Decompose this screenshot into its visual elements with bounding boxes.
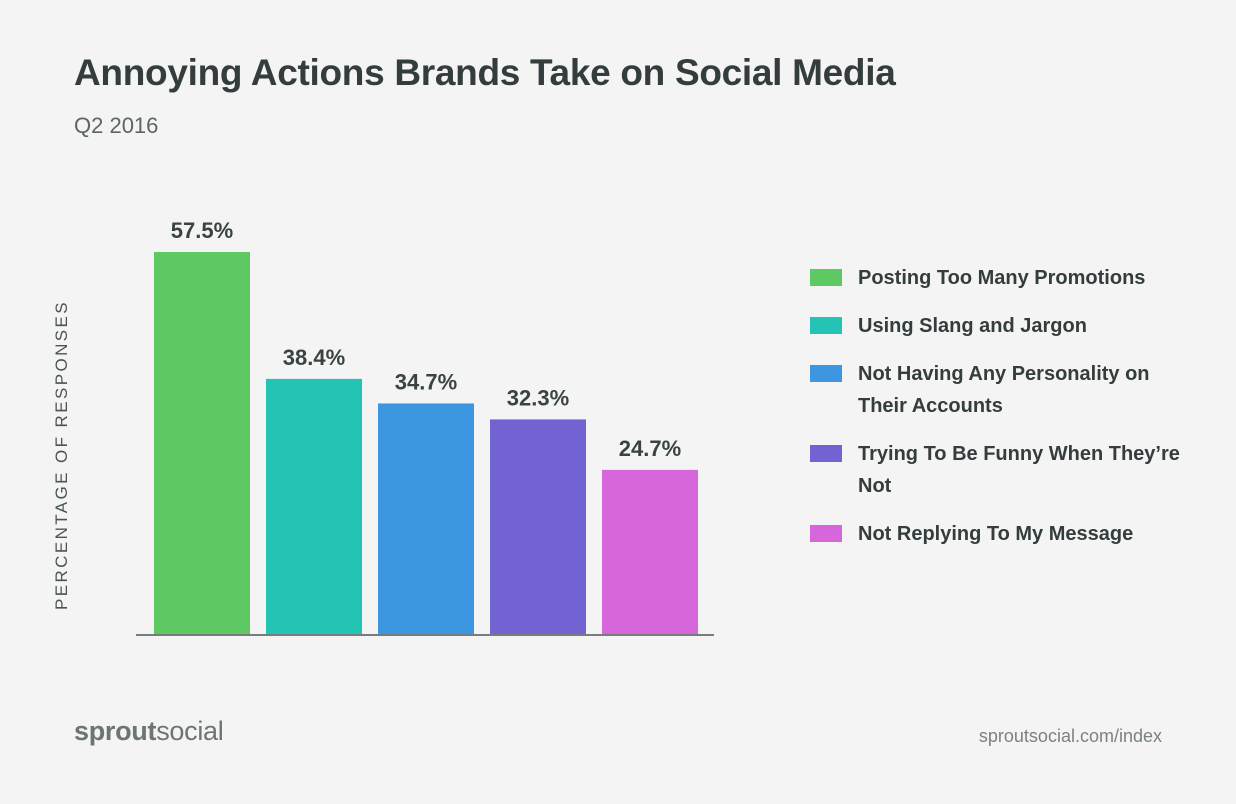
value-label-1: 57.5% bbox=[171, 218, 233, 243]
bars-group bbox=[154, 252, 698, 634]
value-label-3: 34.7% bbox=[395, 369, 457, 394]
legend-item-4: Trying To Be Funny When They’re Not bbox=[810, 438, 1190, 502]
chart-subtitle: Q2 2016 bbox=[74, 113, 159, 138]
brand-bold-text: sprout bbox=[74, 716, 157, 746]
legend: Posting Too Many Promotions Using Slang a… bbox=[810, 262, 1190, 566]
bar-chart: 57.5% 38.4% 34.7% 32.3% 24.7% bbox=[136, 218, 714, 636]
bar-1 bbox=[154, 252, 250, 634]
legend-item-5: Not Replying To My Message bbox=[810, 518, 1190, 550]
value-labels-group: 57.5% 38.4% 34.7% 32.3% 24.7% bbox=[171, 218, 681, 461]
legend-item-2: Using Slang and Jargon bbox=[810, 310, 1190, 342]
legend-label-1: Posting Too Many Promotions bbox=[858, 267, 1146, 289]
legend-swatch-1 bbox=[810, 269, 842, 286]
legend-label-3: Not Having Any Personality on Their Acco… bbox=[858, 363, 1150, 417]
value-label-2: 38.4% bbox=[283, 345, 345, 370]
source-link[interactable]: sproutsocial.com/index bbox=[978, 726, 1162, 746]
legend-swatch-2 bbox=[810, 317, 842, 334]
legend-label-5: Not Replying To My Message bbox=[858, 523, 1134, 545]
bar-3 bbox=[378, 403, 474, 634]
chart-title: Annoying Actions Brands Take on Social M… bbox=[74, 52, 896, 93]
value-label-4: 32.3% bbox=[507, 385, 569, 410]
legend-swatch-3 bbox=[810, 365, 842, 382]
sproutsocial-logo: sproutsocial bbox=[74, 716, 224, 747]
bar-4 bbox=[490, 419, 586, 634]
bar-5 bbox=[602, 469, 698, 634]
legend-label-2: Using Slang and Jargon bbox=[858, 315, 1087, 337]
legend-label-4: Trying To Be Funny When They’re Not bbox=[858, 443, 1180, 497]
brand-light-text: social bbox=[156, 716, 224, 746]
legend-swatch-5 bbox=[810, 525, 842, 542]
legend-item-3: Not Having Any Personality on Their Acco… bbox=[810, 358, 1190, 422]
legend-item-1: Posting Too Many Promotions bbox=[810, 262, 1190, 294]
value-label-5: 24.7% bbox=[619, 436, 681, 461]
bar-2 bbox=[266, 378, 362, 634]
legend-swatch-4 bbox=[810, 445, 842, 462]
